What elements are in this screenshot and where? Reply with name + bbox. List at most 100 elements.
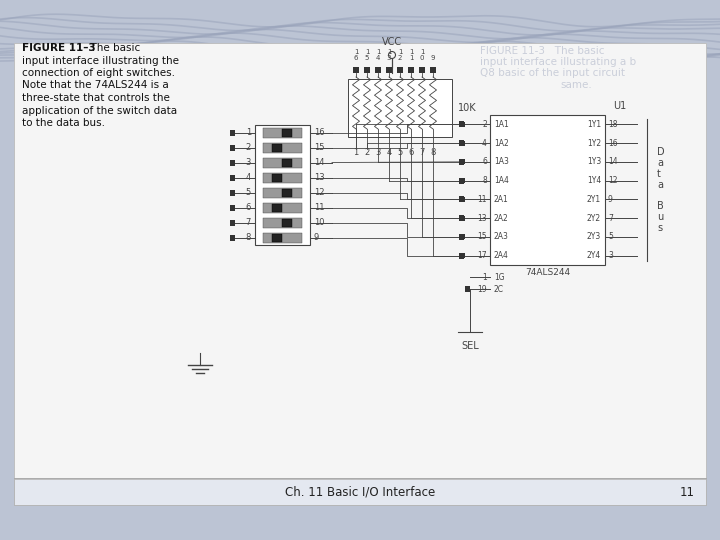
Bar bbox=[230, 130, 235, 136]
Text: 12: 12 bbox=[608, 176, 618, 185]
Text: 14: 14 bbox=[314, 158, 325, 167]
Text: 1: 1 bbox=[246, 128, 251, 137]
Text: 5: 5 bbox=[608, 232, 613, 241]
Text: 1Y1: 1Y1 bbox=[587, 120, 601, 129]
Bar bbox=[459, 197, 464, 202]
Bar bbox=[459, 159, 464, 165]
Text: 12: 12 bbox=[314, 188, 325, 197]
Text: 8: 8 bbox=[246, 233, 251, 242]
Text: 10: 10 bbox=[314, 218, 325, 227]
Bar bbox=[459, 122, 464, 127]
Text: 1Y4: 1Y4 bbox=[587, 176, 601, 185]
Text: 2Y2: 2Y2 bbox=[587, 214, 601, 222]
Text: application of the switch data: application of the switch data bbox=[22, 105, 177, 116]
Bar bbox=[230, 174, 235, 180]
Bar bbox=[230, 234, 235, 240]
Text: 2Y1: 2Y1 bbox=[587, 195, 601, 204]
Text: 1
0: 1 0 bbox=[420, 50, 424, 61]
Bar bbox=[263, 127, 302, 138]
Text: 1
2: 1 2 bbox=[397, 50, 402, 61]
Bar bbox=[375, 67, 381, 73]
Text: 16: 16 bbox=[608, 139, 618, 147]
Text: 4: 4 bbox=[482, 139, 487, 147]
Bar bbox=[459, 197, 464, 202]
Text: FIGURE 11–3: FIGURE 11–3 bbox=[22, 43, 96, 53]
Text: 1G: 1G bbox=[494, 273, 505, 281]
Bar bbox=[263, 158, 302, 167]
Text: U1: U1 bbox=[613, 101, 626, 111]
Text: 1
4: 1 4 bbox=[376, 50, 380, 61]
Text: 4: 4 bbox=[387, 148, 392, 157]
Bar bbox=[459, 159, 464, 164]
Text: Q8 basic of the input circuit: Q8 basic of the input circuit bbox=[480, 68, 625, 78]
Text: 11: 11 bbox=[314, 203, 325, 212]
Text: 6: 6 bbox=[246, 203, 251, 212]
Bar bbox=[263, 218, 302, 227]
Text: 1A1: 1A1 bbox=[494, 120, 509, 129]
Bar bbox=[459, 140, 464, 146]
Bar bbox=[282, 188, 292, 197]
Bar bbox=[490, 115, 605, 265]
Text: 11: 11 bbox=[477, 195, 487, 204]
Bar bbox=[459, 253, 464, 258]
Bar bbox=[263, 143, 302, 152]
Text: 2A2: 2A2 bbox=[494, 214, 509, 222]
Bar bbox=[397, 67, 403, 73]
Text: to the data bus.: to the data bus. bbox=[22, 118, 105, 128]
Text: same.: same. bbox=[560, 80, 592, 90]
Text: 8: 8 bbox=[431, 148, 436, 157]
Bar bbox=[263, 233, 302, 242]
Bar bbox=[459, 234, 464, 240]
Text: 2C: 2C bbox=[494, 285, 504, 294]
Text: 1
1: 1 1 bbox=[409, 50, 413, 61]
Text: 1Y2: 1Y2 bbox=[587, 139, 601, 147]
Text: 2A4: 2A4 bbox=[494, 251, 509, 260]
Bar bbox=[14, 43, 706, 505]
Text: 9: 9 bbox=[314, 233, 319, 242]
Text: 2A1: 2A1 bbox=[494, 195, 509, 204]
Bar bbox=[272, 173, 282, 181]
Text: 5: 5 bbox=[246, 188, 251, 197]
Bar bbox=[459, 178, 464, 183]
Bar bbox=[230, 205, 235, 211]
Bar bbox=[255, 125, 310, 245]
Text: 6: 6 bbox=[482, 157, 487, 166]
Text: 9: 9 bbox=[608, 195, 613, 204]
Text: 10K: 10K bbox=[458, 103, 477, 113]
Text: Ch. 11 Basic I/O Interface: Ch. 11 Basic I/O Interface bbox=[285, 485, 435, 498]
Text: 2: 2 bbox=[246, 143, 251, 152]
Text: connection of eight switches.: connection of eight switches. bbox=[22, 68, 175, 78]
Bar bbox=[14, 479, 706, 505]
Text: 1Y3: 1Y3 bbox=[587, 157, 601, 166]
Text: three-state that controls the: three-state that controls the bbox=[22, 93, 170, 103]
Bar bbox=[353, 67, 359, 73]
Bar bbox=[459, 140, 464, 146]
Bar bbox=[230, 219, 235, 226]
Bar bbox=[364, 67, 370, 73]
Bar bbox=[230, 190, 235, 195]
Bar bbox=[272, 144, 282, 152]
Text: 74ALS244: 74ALS244 bbox=[525, 268, 570, 277]
Text: 9: 9 bbox=[431, 55, 436, 61]
Text: 4: 4 bbox=[246, 173, 251, 182]
Text: 3: 3 bbox=[375, 148, 381, 157]
Bar bbox=[282, 129, 292, 137]
Text: The basic: The basic bbox=[84, 43, 140, 53]
Bar bbox=[386, 67, 392, 73]
Text: 3: 3 bbox=[246, 158, 251, 167]
Bar bbox=[263, 172, 302, 183]
Bar bbox=[459, 215, 464, 221]
Text: 15: 15 bbox=[477, 232, 487, 241]
Bar bbox=[408, 67, 414, 73]
Bar bbox=[459, 178, 464, 184]
Text: 1A3: 1A3 bbox=[494, 157, 509, 166]
Text: 1: 1 bbox=[354, 148, 359, 157]
Bar bbox=[230, 159, 235, 165]
Text: 18: 18 bbox=[608, 120, 618, 129]
Bar bbox=[282, 159, 292, 166]
Text: Note that the 74ALS244 is a: Note that the 74ALS244 is a bbox=[22, 80, 168, 91]
Text: 16: 16 bbox=[314, 128, 325, 137]
Bar bbox=[459, 215, 464, 221]
Text: 2Y4: 2Y4 bbox=[587, 251, 601, 260]
Text: 1A4: 1A4 bbox=[494, 176, 509, 185]
